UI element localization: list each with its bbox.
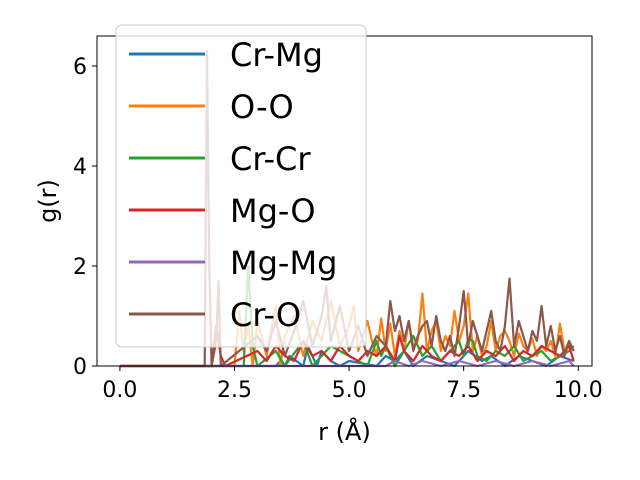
- x-axis-label: r (Å): [318, 417, 371, 446]
- y-axis-label: g(r): [34, 179, 62, 223]
- y-tick-label: 6: [73, 55, 87, 80]
- x-tick-label: 7.5: [446, 378, 481, 403]
- axis-ticks: 0.0 2.5 5.0 7.5 10.0 0 2 4 6: [73, 55, 603, 403]
- y-tick-label: 2: [73, 255, 87, 280]
- series-line-mg-mg: [119, 359, 575, 368]
- x-tick-label: 5.0: [332, 378, 367, 403]
- legend-label: Cr-O: [230, 296, 301, 334]
- legend-label: Mg-Mg: [230, 244, 337, 282]
- legend-label: O-O: [230, 88, 294, 126]
- x-tick-label: 2.5: [217, 378, 252, 403]
- y-tick-label: 0: [73, 355, 87, 380]
- x-tick-label: 0.0: [102, 378, 137, 403]
- legend-label: Cr-Mg: [230, 36, 323, 74]
- series-line-mg-o: [119, 324, 575, 368]
- legend: Cr-Mg O-O Cr-Cr Mg-O Mg-Mg Cr-O: [115, 24, 367, 348]
- legend-label: Mg-O: [230, 192, 316, 230]
- y-tick-label: 4: [73, 155, 87, 180]
- legend-label: Cr-Cr: [230, 140, 311, 178]
- x-tick-label: 10.0: [554, 378, 603, 403]
